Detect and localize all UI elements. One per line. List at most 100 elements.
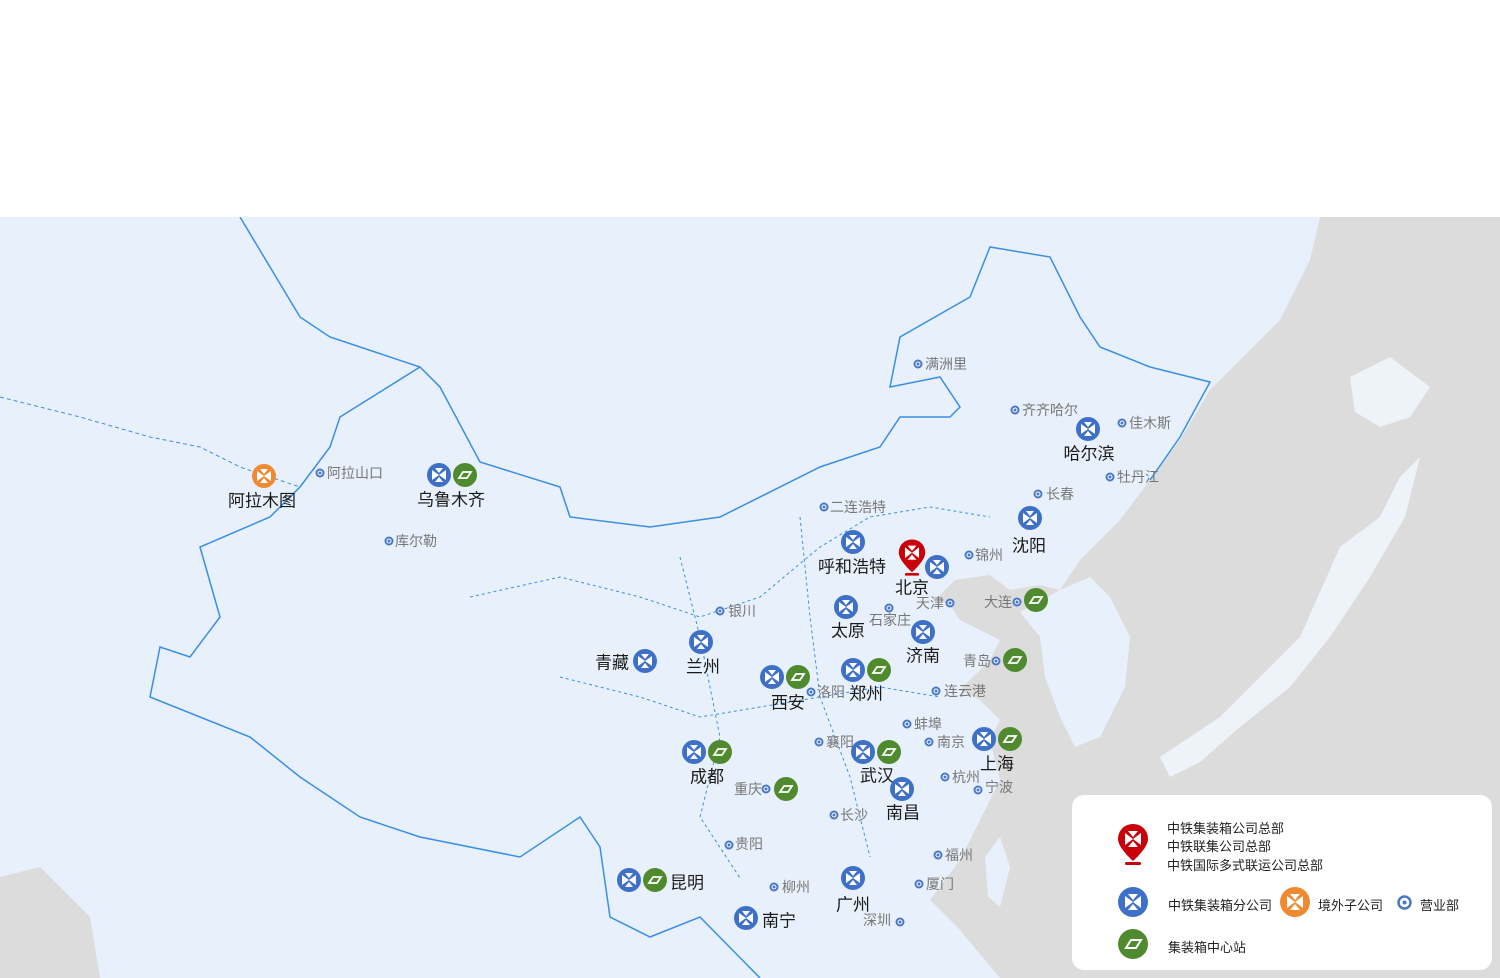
branch-office-icon[interactable] [682,740,706,764]
branch-office-icon[interactable] [427,463,451,487]
city-label: 呼和浩特 [818,557,886,578]
branch-office-icon[interactable] [972,727,996,751]
container-center-icon[interactable] [453,463,477,487]
container-center-icon[interactable] [1024,588,1048,612]
city-label: 长春 [1046,487,1074,503]
sales-office-icon[interactable] [1010,405,1020,415]
city-label: 银川 [728,604,756,620]
city-label: 阿拉山口 [327,466,383,482]
city-label: 连云港 [944,684,986,700]
city-label: 深圳 [863,913,891,929]
sales-office-icon[interactable] [1117,418,1127,428]
sales-office-icon[interactable] [1012,597,1022,607]
container-center-icon[interactable] [786,665,810,689]
branch-office-icon[interactable] [633,649,657,673]
branch-office-icon[interactable] [841,866,865,890]
sales-office-icon[interactable] [931,686,941,696]
branch-office-icon[interactable] [841,530,865,554]
sales-office-icon[interactable] [964,550,974,560]
overseas-subsidiary-icon[interactable] [252,464,276,488]
china-border-west [149,366,761,978]
legend-hq-icon [1116,823,1150,871]
branch-office-icon[interactable] [760,665,784,689]
city-label: 佳木斯 [1129,416,1171,432]
sales-office-icon[interactable] [715,606,725,616]
legend-branch-icon [1118,887,1148,921]
sales-office-icon[interactable] [973,785,983,795]
headquarters-pin-icon[interactable] [897,538,927,578]
city-label: 郑州 [849,684,883,705]
sales-office-icon[interactable] [940,772,950,782]
branch-office-icon[interactable] [617,868,641,892]
sales-office-icon[interactable] [724,840,734,850]
sales-office-icon[interactable] [914,879,924,889]
sales-office-icon[interactable] [769,882,779,892]
container-center-icon[interactable] [643,868,667,892]
sales-office-icon[interactable] [945,598,955,608]
legend-branch-label: 中铁集装箱分公司 [1168,899,1273,914]
container-center-icon[interactable] [1003,648,1027,672]
branch-office-icon[interactable] [834,595,858,619]
city-label: 锦州 [975,548,1003,564]
city-label: 满洲里 [925,357,967,373]
city-label: 阿拉木图 [228,491,296,512]
sales-office-icon[interactable] [1105,472,1115,482]
neighbor-border [0,396,301,488]
city-label: 洛阳 [817,685,845,701]
city-label: 福州 [945,848,973,864]
sales-office-icon[interactable] [1033,489,1043,499]
container-center-icon[interactable] [708,740,732,764]
legend-office-label: 营业部 [1420,899,1460,914]
sales-office-icon[interactable] [819,502,829,512]
sales-office-icon[interactable] [895,917,905,927]
city-label: 牡丹江 [1117,470,1159,486]
sales-office-icon[interactable] [315,468,325,478]
container-center-icon[interactable] [867,658,891,682]
branch-office-icon[interactable] [1076,417,1100,441]
branch-office-icon[interactable] [1018,506,1042,530]
city-label: 杭州 [952,770,980,786]
map-background [0,217,1500,978]
city-label: 乌鲁木齐 [417,490,485,511]
container-center-icon[interactable] [877,740,901,764]
branch-office-icon[interactable] [851,740,875,764]
sales-office-icon[interactable] [991,656,1001,666]
container-center-icon[interactable] [774,777,798,801]
taiwan [985,837,1010,907]
branch-office-icon[interactable] [841,658,865,682]
city-label: 齐齐哈尔 [1022,403,1078,419]
sales-office-icon[interactable] [761,784,771,794]
sales-office-icon[interactable] [384,536,394,546]
legend-overseas-icon [1280,887,1310,921]
city-label: 南宁 [762,911,796,932]
branch-office-icon[interactable] [911,620,935,644]
sales-office-icon[interactable] [814,737,824,747]
sales-office-icon[interactable] [806,687,816,697]
sales-office-icon[interactable] [884,603,894,613]
map[interactable]: 阿拉木图 阿拉山口 乌鲁木齐 库尔勒 满洲里 齐齐哈尔 哈尔滨 佳木斯 牡丹江 长春 沈阳 二连浩特呼… [0,217,1500,978]
sales-office-icon[interactable] [933,850,943,860]
city-label: 石家庄 [869,613,911,629]
sales-office-icon[interactable] [829,810,839,820]
city-label: 昆明 [670,873,704,894]
legend-hq-line-1: 中铁集装箱公司总部 [1167,822,1285,837]
sales-office-icon[interactable] [913,359,923,369]
province-border [799,516,871,858]
branch-office-icon[interactable] [890,777,914,801]
sales-office-icon[interactable] [924,737,934,747]
japan-north [1350,357,1430,427]
city-label: 西安 [771,693,805,714]
city-label: 襄阳 [826,735,854,751]
city-label: 青岛 [963,654,991,670]
city-label: 厦门 [926,877,954,893]
province-border [469,506,991,618]
city-label: 广州 [836,895,870,916]
city-label: 济南 [906,646,940,667]
branch-office-icon[interactable] [734,906,758,930]
container-center-icon[interactable] [998,727,1022,751]
city-label: 大连 [984,595,1012,611]
branch-office-icon[interactable] [925,555,949,579]
sales-office-icon[interactable] [902,719,912,729]
city-label: 宁波 [985,780,1013,796]
branch-office-icon[interactable] [689,630,713,654]
